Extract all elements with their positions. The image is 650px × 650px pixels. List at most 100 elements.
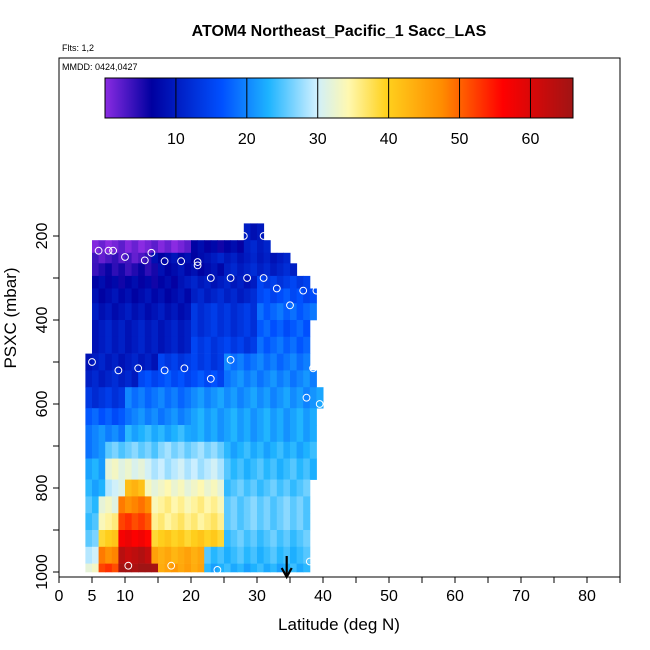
sample-point (302, 393, 311, 402)
heatmap-cell (296, 530, 304, 548)
heatmap-cell (270, 320, 278, 338)
heatmap-cell (290, 370, 298, 388)
sample-point (193, 261, 202, 270)
heatmap-cell (263, 320, 271, 338)
heatmap-cell (217, 252, 225, 264)
heatmap-cell (197, 288, 205, 304)
heatmap-cell (283, 425, 291, 443)
heatmap-cell (158, 496, 166, 514)
heatmap-cell (257, 458, 265, 480)
heatmap-cell (171, 530, 179, 548)
heatmap-cell (144, 288, 152, 304)
heatmap-cell (270, 408, 278, 426)
heatmap-cell (217, 387, 225, 409)
heatmap-cell (270, 387, 278, 409)
heatmap-cell (243, 458, 251, 480)
heatmap-cell (171, 458, 179, 480)
heatmap-cell (257, 353, 265, 371)
heatmap-cell (92, 336, 100, 354)
heatmap-cell (125, 563, 133, 573)
heatmap-cell (217, 336, 225, 354)
flights-label: Flts: 1,2 (62, 43, 94, 53)
heatmap-cell (138, 408, 146, 426)
heatmap-cell (210, 496, 218, 514)
heatmap-cell (144, 252, 152, 264)
heatmap-cell (237, 252, 245, 264)
heatmap-cell (224, 387, 232, 409)
sample-point (259, 274, 268, 282)
heatmap-cell (296, 320, 304, 338)
heatmap-cell (98, 288, 106, 304)
heatmap-cell (98, 252, 106, 264)
heatmap-cell (111, 353, 119, 371)
heatmap-cell (250, 408, 258, 426)
heatmap-cell (111, 546, 119, 564)
heatmap-cell (204, 441, 212, 459)
heatmap-cell (257, 263, 265, 277)
heatmap-cell (237, 546, 245, 564)
heatmap-cell (217, 288, 225, 304)
heatmap-cell (131, 370, 139, 388)
colorbar-tick-label: 10 (167, 131, 185, 148)
heatmap-cell (296, 353, 304, 371)
heatmap-cell (270, 263, 278, 277)
heatmap-cell (105, 370, 113, 388)
heatmap-cell (105, 320, 113, 338)
heatmap-cell (105, 387, 113, 409)
heatmap-cell (111, 387, 119, 409)
heatmap-cell (204, 513, 212, 531)
heatmap-cell (276, 336, 284, 354)
heatmap-cell (230, 530, 238, 548)
heatmap-cell (85, 458, 93, 480)
heatmap-cell (270, 530, 278, 548)
heatmap-cell (177, 240, 185, 254)
heatmap-cell (138, 441, 146, 459)
heatmap-cell (177, 425, 185, 443)
heatmap-cell (204, 336, 212, 354)
heatmap-cell (125, 387, 133, 409)
heatmap-cell (230, 425, 238, 443)
heatmap-cell (210, 513, 218, 531)
heatmap-cell (263, 479, 271, 497)
heatmap-cell (250, 441, 258, 459)
heatmap-cell (237, 387, 245, 409)
heatmap-cell (105, 336, 113, 354)
heatmap-cell (204, 530, 212, 548)
heatmap-cell (197, 546, 205, 564)
heatmap-cell (243, 336, 251, 354)
heatmap-cell (131, 408, 139, 426)
heatmap-cell (204, 240, 212, 254)
x-tick-label: 5 (88, 588, 97, 605)
heatmap-cell (85, 425, 93, 443)
heatmap-cell (138, 288, 146, 304)
heatmap-cell (131, 240, 139, 254)
heatmap-cells (85, 223, 324, 573)
heatmap-cell (158, 479, 166, 497)
heatmap-cell (283, 303, 291, 321)
heatmap-cell (276, 387, 284, 409)
heatmap-cell (257, 370, 265, 388)
heatmap-cell (184, 288, 192, 304)
x-tick-label: 40 (314, 588, 332, 605)
heatmap-cell (309, 387, 317, 409)
heatmap-cell (171, 563, 179, 573)
y-axis: 200 400 600 800 1000 (34, 223, 59, 590)
y-tick-label: 600 (34, 391, 51, 418)
heatmap-cell (257, 387, 265, 409)
heatmap-cell (303, 496, 311, 514)
heatmap-cell (263, 252, 271, 264)
heatmap-cell (204, 425, 212, 443)
heatmap-cell (164, 303, 172, 321)
heatmap-cell (230, 320, 238, 338)
heatmap-cell (217, 303, 225, 321)
heatmap-cell (111, 320, 119, 338)
x-tick-label: 20 (182, 588, 200, 605)
heatmap-cell (105, 441, 113, 459)
heatmap-cell (197, 387, 205, 409)
heatmap-cell (250, 353, 258, 371)
heatmap-cell (257, 530, 265, 548)
heatmap-cell (303, 479, 311, 497)
heatmap-cell (191, 479, 199, 497)
heatmap-cell (151, 425, 159, 443)
heatmap-cell (210, 263, 218, 277)
